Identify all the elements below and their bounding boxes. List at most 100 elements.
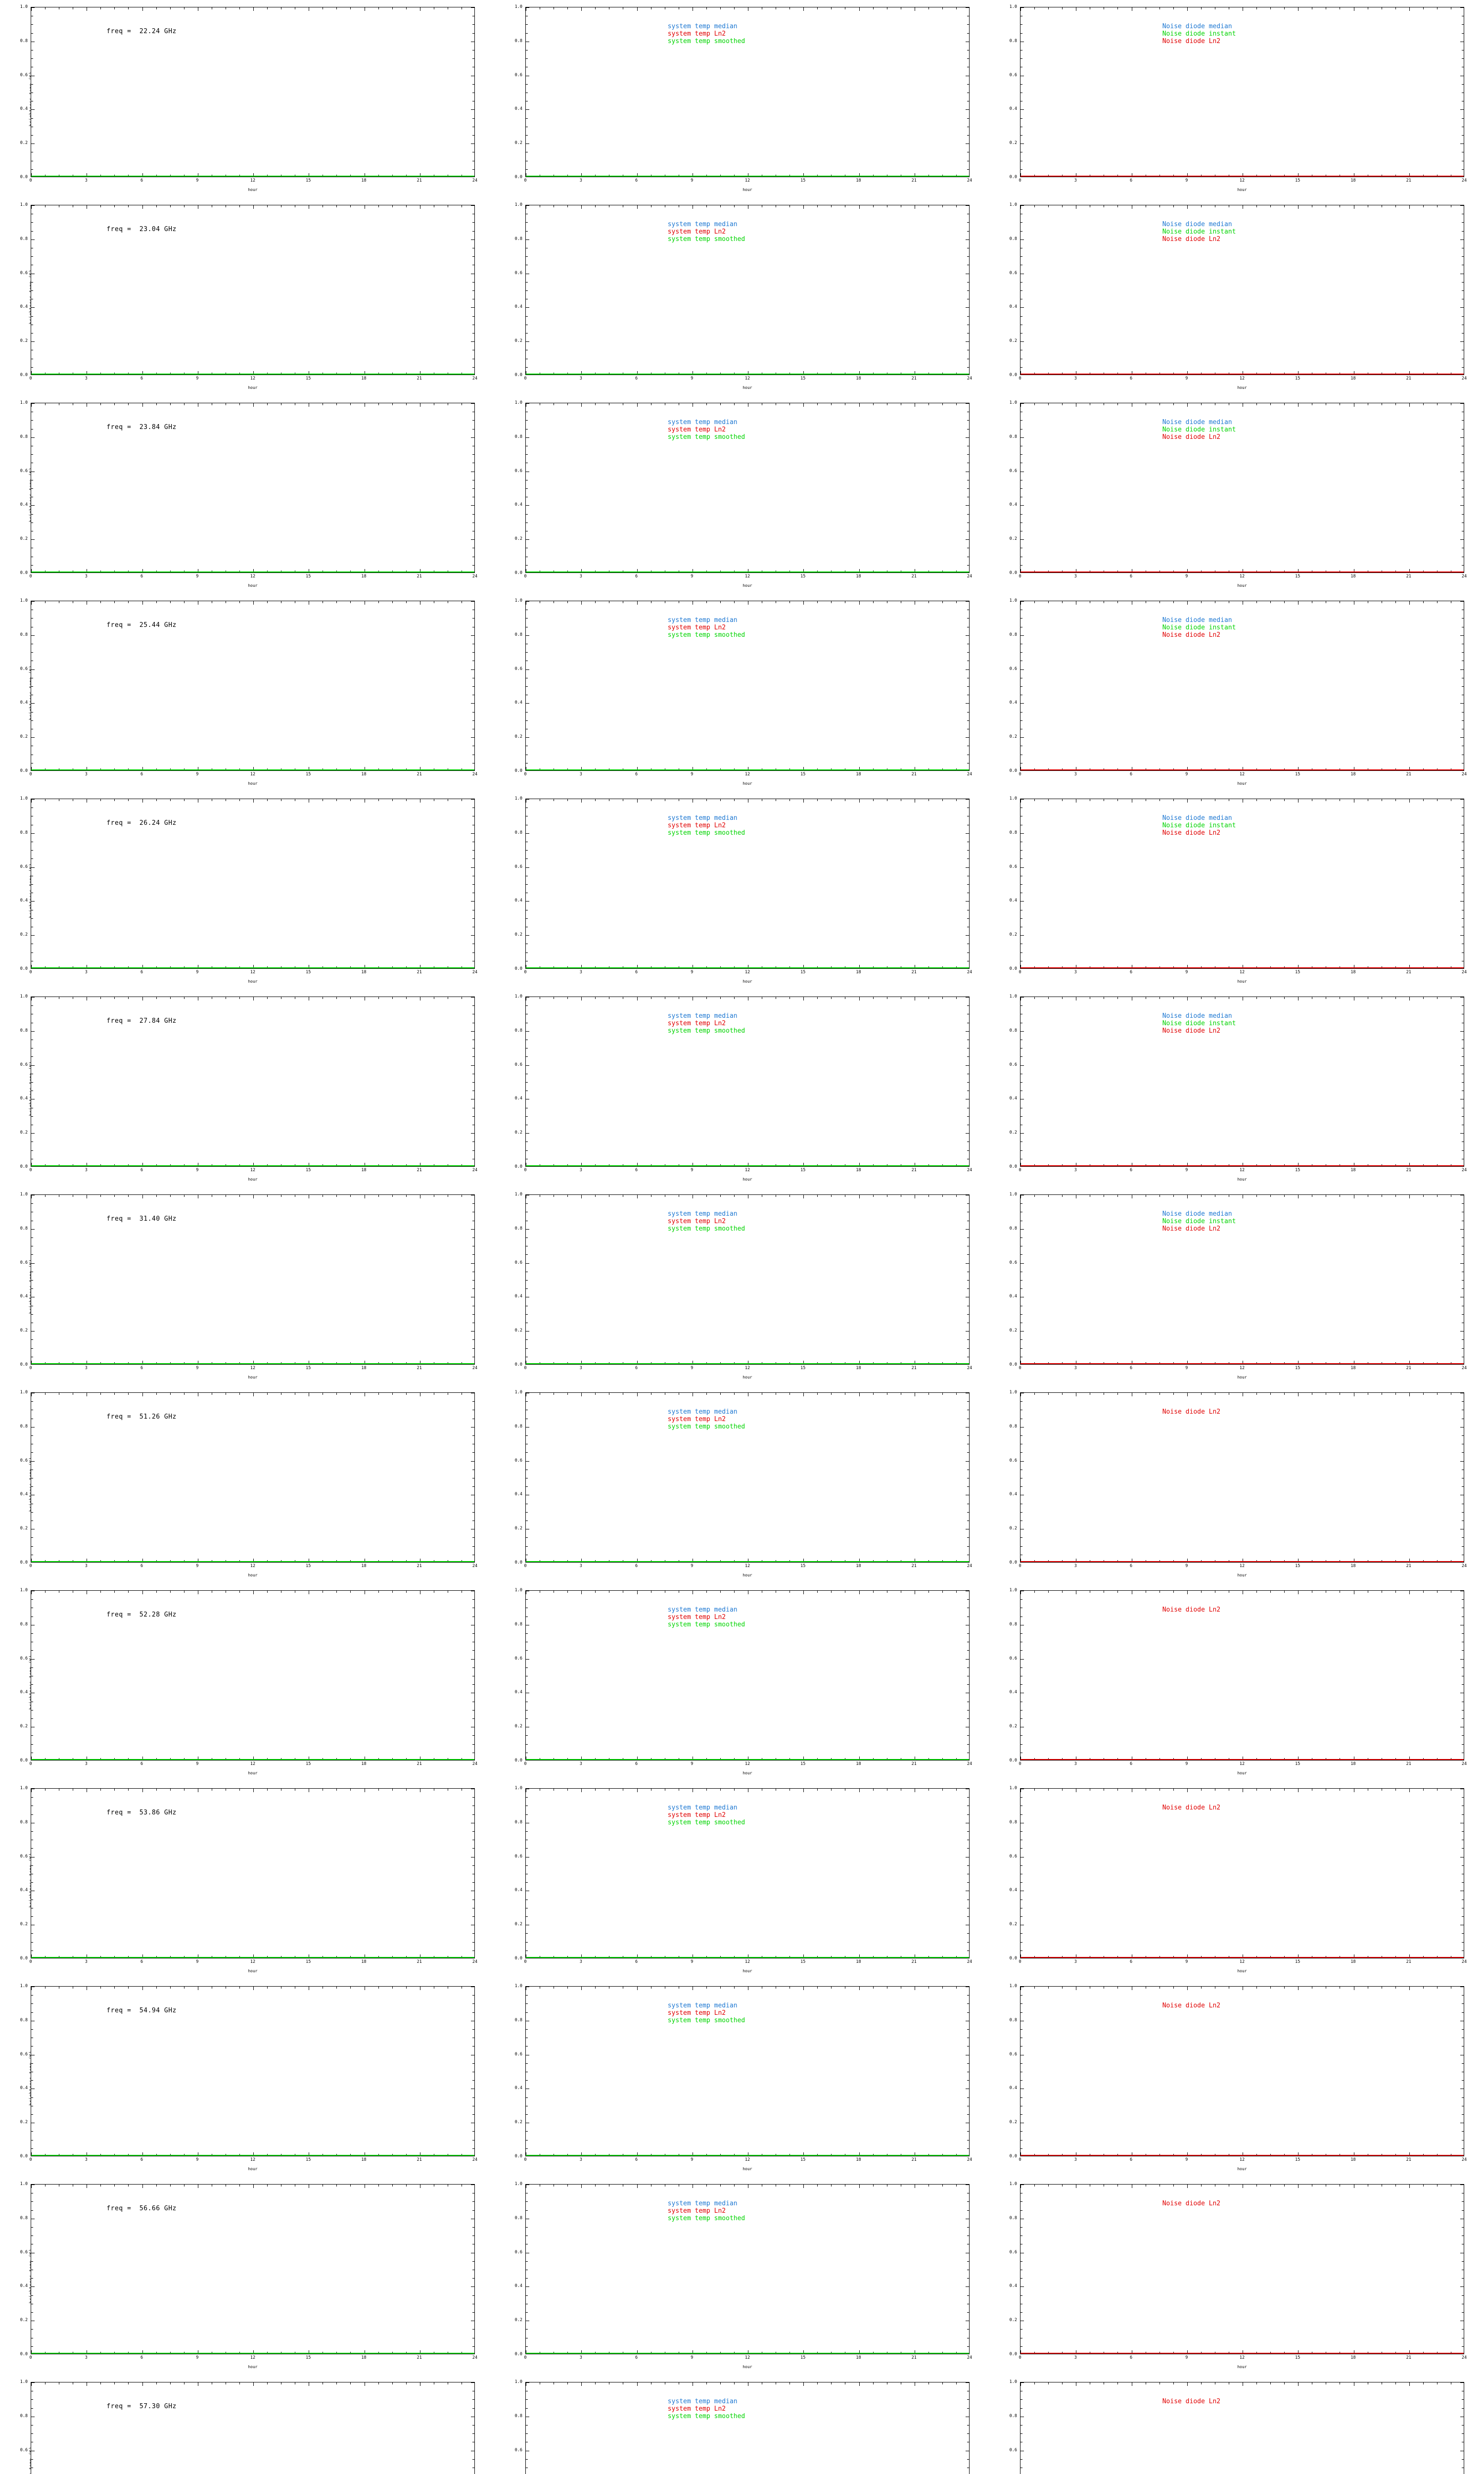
- axis-tick: [1117, 1393, 1118, 1395]
- axis-tick: [967, 1599, 969, 1600]
- plot-legend: system temp median system temp Ln2 system …: [668, 1804, 745, 1827]
- x-tick-label: 24: [1461, 1761, 1467, 1766]
- axis-tick: [967, 2148, 969, 2149]
- axis-tick: [1173, 2185, 1174, 2187]
- axis-tick: [170, 997, 171, 999]
- x-tick-label: 21: [1406, 2355, 1411, 2360]
- axis-tick: [31, 712, 33, 713]
- y-tick-label: 0.8: [514, 2017, 522, 2023]
- x-tick-label: 21: [417, 2157, 422, 2162]
- axis-tick: [1020, 2140, 1022, 2141]
- y-tick-label: 0.8: [1009, 434, 1017, 439]
- y-tick-label: 0.4: [514, 1294, 522, 1299]
- axis-tick: [253, 1954, 254, 1958]
- axis-tick: [581, 997, 582, 1000]
- axis-tick: [942, 7, 943, 9]
- x-tick-label: 15: [800, 178, 806, 183]
- legend-entry: Noise diode instant: [1162, 1218, 1236, 1226]
- y-tick-label: 0.4: [1009, 2284, 1017, 2289]
- axis-tick: [1020, 720, 1022, 721]
- axis-tick: [1020, 1546, 1022, 1547]
- y-tick-label: 0.4: [1009, 502, 1017, 508]
- x-tick-label: 24: [472, 376, 478, 381]
- axis-tick: [967, 1667, 969, 1668]
- axis-tick: [526, 833, 529, 834]
- x-tick-label: 12: [744, 1959, 750, 1964]
- axis-tick: [1020, 2295, 1022, 2296]
- axis-tick: [378, 205, 379, 207]
- axis-tick: [581, 1591, 582, 1594]
- x-tick-label: 12: [1239, 178, 1245, 183]
- axis-tick: [803, 7, 804, 11]
- x-tick-label: 9: [691, 1366, 694, 1371]
- x-tick-label: 3: [1074, 574, 1077, 579]
- y-tick-label: 1.0: [1009, 994, 1017, 999]
- y-tick-label: 0.0: [1009, 175, 1017, 180]
- x-tick-label: 3: [1074, 178, 1077, 183]
- axis-tick: [967, 282, 969, 283]
- x-tick-label: 3: [1074, 1959, 1077, 1964]
- axis-tick: [406, 1393, 407, 1395]
- x-tick-label: 12: [1239, 2157, 1245, 2162]
- axis-tick: [1201, 799, 1202, 801]
- axis-tick: [253, 1987, 254, 1990]
- panel-cell-brightness-row2: brightness temp (K)freq = 23.04 GHz0.00.…: [0, 198, 495, 396]
- y-tick-label: 0.2: [20, 338, 28, 344]
- axis-tick: [378, 1591, 379, 1593]
- axis-tick: [1462, 2080, 1464, 2081]
- axis-tick: [1020, 2278, 1022, 2279]
- axis-tick: [472, 2029, 474, 2030]
- axis-tick: [1117, 1789, 1118, 1791]
- baseline-trace: [526, 1165, 969, 1166]
- x-tick-label: 24: [967, 1761, 973, 1766]
- x-tick-label: 24: [967, 178, 973, 183]
- axis-tick: [567, 205, 568, 207]
- x-tick-label: 0: [1019, 376, 1021, 381]
- baseline-trace: [1020, 769, 1464, 770]
- x-tick-label: 0: [524, 2157, 527, 2162]
- axis-tick: [472, 2312, 474, 2313]
- axis-tick: [637, 2185, 638, 2188]
- axis-tick: [1462, 858, 1464, 859]
- axis-tick: [1460, 2286, 1464, 2287]
- axis-tick: [1270, 7, 1271, 9]
- axis-tick: [1462, 686, 1464, 687]
- axis-tick: [967, 850, 969, 851]
- axis-tick: [142, 2382, 143, 2386]
- axis-tick: [350, 1789, 351, 1791]
- panel-cell-systemp-row10: system temperature (K)system temp median…: [495, 1781, 989, 1979]
- axis-tick: [1284, 205, 1285, 207]
- x-tick-labels: 0 3 6 9 12 15 18 21 24: [29, 2355, 477, 2362]
- axis-tick: [1284, 799, 1285, 801]
- axis-tick: [567, 1393, 568, 1395]
- axis-tick: [967, 1814, 969, 1815]
- axis-tick: [472, 256, 474, 257]
- axis-tick: [637, 1393, 638, 1396]
- axis-tick: [128, 997, 129, 999]
- axis-tick: [350, 7, 351, 9]
- x-tick-label: 24: [967, 2355, 973, 2360]
- axis-tick: [253, 2382, 254, 2386]
- axis-tick: [1187, 1954, 1188, 1958]
- axis-tick: [1020, 514, 1022, 515]
- y-tick-label: 0.4: [1009, 1888, 1017, 1893]
- axis-tick: [31, 1461, 35, 1462]
- axis-tick: [100, 997, 101, 999]
- axis-tick: [350, 1195, 351, 1197]
- x-tick-label: 18: [1350, 1959, 1356, 1964]
- legend-entry: system temp median: [667, 1606, 738, 1614]
- axis-tick: [31, 169, 33, 170]
- panel-cell-noise-row11: noise injection temp (K)Noise diode Ln20…: [989, 1979, 1484, 2177]
- axis-tick: [31, 1263, 35, 1264]
- axis-tick: [956, 2185, 957, 2187]
- axis-tick: [392, 997, 393, 999]
- axis-tick: [253, 1163, 254, 1166]
- legend-entry: Noise diode median: [1162, 418, 1232, 426]
- axis-tick: [1020, 1591, 1021, 1594]
- x-tick-label: 21: [911, 970, 917, 975]
- y-tick-label: 0.4: [514, 2284, 522, 2289]
- axis-tick: [1062, 799, 1063, 801]
